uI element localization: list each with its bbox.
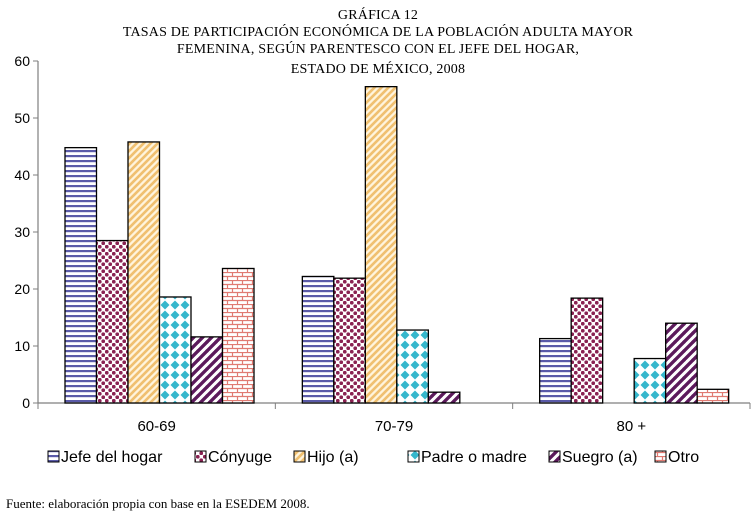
legend-swatch-otro: [654, 450, 667, 463]
bar-conyuge-70-79: [333, 277, 366, 404]
bar-jefe-del-hogar-80: [539, 337, 572, 404]
bar-suegro-a-70-79: [427, 391, 461, 404]
y-tick-label: 30: [14, 224, 30, 240]
source-text: Fuente: elaboración propia con base en l…: [6, 496, 310, 511]
bar-padre-o-madre-80: [633, 357, 667, 404]
bar-suegro-a-60-69: [190, 336, 224, 404]
legend-swatch-hijo-a: [293, 450, 306, 463]
legend-swatch-suegro-a: [548, 450, 561, 463]
y-tick-label: 0: [22, 395, 30, 411]
legend-label-hijo-a: Hijo (a): [307, 449, 359, 466]
chart-title-line: TASAS DE PARTICIPACIÓN ECONÓMICA DE LA P…: [123, 23, 634, 40]
y-tick-label: 60: [14, 53, 30, 69]
bars: [64, 86, 730, 404]
chart-title-line: GRÁFICA 12: [338, 6, 418, 23]
source-note: Fuente: elaboración propia con base en l…: [6, 496, 310, 511]
y-tick-label: 10: [14, 338, 30, 354]
legend-label-jefe-del-hogar: Jefe del hogar: [61, 449, 163, 466]
y-tick-label: 50: [14, 110, 30, 126]
legend-label-conyuge: Cónyuge: [208, 449, 272, 466]
x-tick-label: 80 +: [617, 418, 647, 435]
bar-conyuge-60-69: [95, 239, 129, 404]
legend-swatch-padre-o-madre: [407, 450, 420, 463]
bar-hijo-a-70-79: [364, 86, 398, 404]
bar-conyuge-80: [570, 297, 604, 404]
chart-title-line: FEMENINA, SEGÚN PARENTESCO CON EL JEFE D…: [177, 40, 579, 57]
bar-otro-80: [696, 388, 730, 404]
bar-hijo-a-60-69: [127, 141, 161, 404]
bar-jefe-del-hogar-60-69: [64, 146, 98, 404]
legend-swatch-conyuge: [194, 450, 207, 463]
x-tick-label: 70-79: [375, 418, 413, 435]
legend: Jefe del hogar Cónyuge Hijo (a) Padre o mad…: [47, 449, 699, 466]
legend-label-otro: Otro: [668, 449, 699, 466]
legend-swatch-jefe-del-hogar: [47, 450, 60, 463]
bar-padre-o-madre-60-69: [158, 296, 192, 404]
y-tick-label: 40: [14, 167, 30, 183]
chart-title-line: ESTADO DE MÉXICO, 2008: [291, 60, 465, 77]
y-tick-label: 20: [14, 281, 30, 297]
bar-jefe-del-hogar-70-79: [301, 275, 335, 404]
bar-otro-60-69: [221, 267, 255, 404]
bar-padre-o-madre-70-79: [396, 329, 429, 404]
x-tick-label: 60-69: [137, 418, 175, 435]
legend-label-padre-o-madre: Padre o madre: [421, 449, 527, 466]
legend-label-suegro-a: Suegro (a): [562, 449, 638, 466]
bar-suegro-a-80: [665, 322, 698, 404]
